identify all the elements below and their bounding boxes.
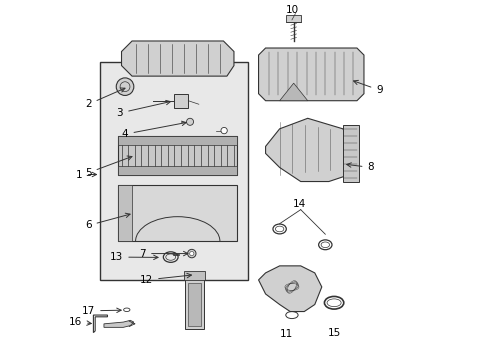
Text: 7: 7 [139,248,187,258]
Bar [118,185,132,241]
Bar [118,136,237,145]
Polygon shape [104,320,134,327]
Text: 11: 11 [280,329,293,339]
Bar [187,283,201,325]
Circle shape [221,127,227,134]
Ellipse shape [123,308,130,311]
Text: 10: 10 [285,5,298,15]
Circle shape [116,78,134,95]
Bar [118,166,237,175]
Text: 12: 12 [140,273,191,285]
Text: 17: 17 [82,306,121,316]
Text: 4: 4 [122,121,186,139]
Circle shape [189,251,194,256]
Text: 2: 2 [85,88,125,109]
Text: 3: 3 [117,100,170,118]
Bar [118,185,237,241]
Bar [118,136,237,175]
Polygon shape [258,266,321,311]
Circle shape [187,249,196,258]
Bar [183,271,204,280]
Text: 15: 15 [327,328,340,338]
Text: 9: 9 [353,80,382,95]
Text: 13: 13 [110,252,158,262]
Bar [342,125,358,181]
Text: 14: 14 [292,199,305,210]
Polygon shape [258,48,363,101]
Circle shape [186,118,193,125]
Text: 1: 1 [76,170,96,180]
Text: 8: 8 [346,162,373,172]
Text: 16: 16 [69,317,91,327]
Bar [100,62,247,280]
Polygon shape [265,118,356,181]
Text: 5: 5 [85,156,132,178]
Text: 6: 6 [85,213,130,230]
Bar [286,15,301,22]
Bar [174,94,188,108]
Bar [184,276,203,329]
Polygon shape [122,41,233,76]
Polygon shape [279,83,307,101]
